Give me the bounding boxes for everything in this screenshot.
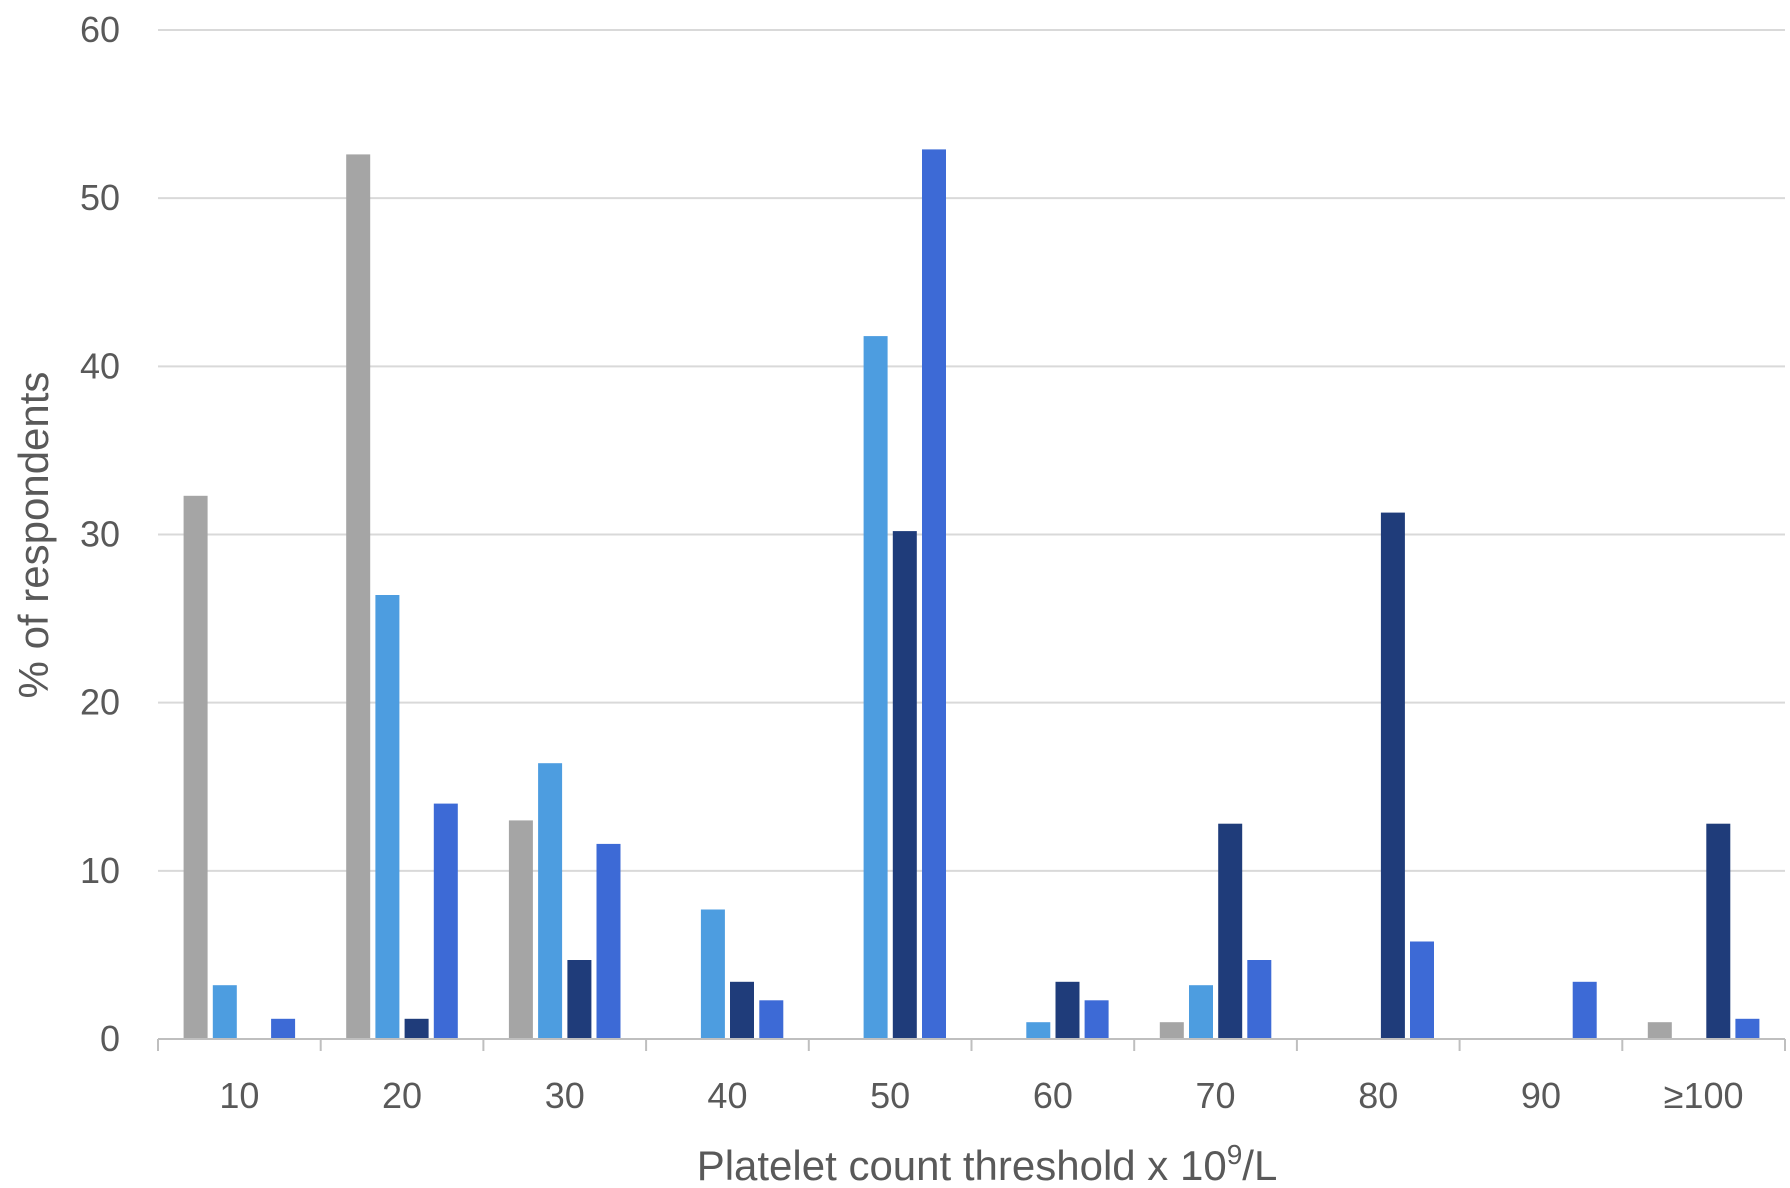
x-tick-label: 90 xyxy=(1521,1075,1561,1116)
bar xyxy=(730,981,754,1039)
bar xyxy=(863,336,888,1040)
x-axis-title-suffix: /L xyxy=(1242,1142,1277,1188)
x-tick-label: 30 xyxy=(545,1075,585,1116)
y-tick-label: 40 xyxy=(80,345,120,386)
gridlines xyxy=(158,29,1785,872)
x-axis-title-superscript: 9 xyxy=(1227,1139,1243,1170)
bar xyxy=(1410,941,1434,1039)
bar xyxy=(375,595,400,1039)
bar xyxy=(1026,1022,1051,1039)
x-axis-title: Platelet count threshold x 109/L xyxy=(697,1139,1278,1188)
x-tick-label: ≥100 xyxy=(1664,1075,1744,1116)
x-tick-label: 60 xyxy=(1033,1075,1073,1116)
x-tick-label: 70 xyxy=(1196,1075,1236,1116)
bar xyxy=(404,1018,429,1039)
y-tick-label: 10 xyxy=(80,850,120,891)
y-tick-label: 0 xyxy=(100,1018,120,1059)
y-axis-title: % of respondents xyxy=(10,372,57,699)
x-tick-label: 40 xyxy=(707,1075,747,1116)
bar xyxy=(1706,823,1731,1039)
bar xyxy=(212,985,237,1039)
y-axis: 0 10 20 30 40 50 60 xyxy=(80,9,120,1059)
bar xyxy=(1647,1022,1672,1039)
bar xyxy=(1084,1000,1109,1039)
bar xyxy=(1055,981,1080,1039)
bar xyxy=(1159,1022,1184,1039)
y-tick-label: 50 xyxy=(80,177,120,218)
x-axis-title-main: Platelet count threshold x 10 xyxy=(697,1142,1227,1188)
bar xyxy=(508,820,533,1039)
bar xyxy=(567,960,592,1039)
bar xyxy=(1247,960,1272,1039)
bar xyxy=(596,843,621,1039)
bar xyxy=(700,909,725,1039)
bar xyxy=(538,763,563,1039)
bar xyxy=(346,154,371,1039)
bar xyxy=(271,1018,296,1039)
bar xyxy=(1735,1018,1760,1039)
bar xyxy=(183,495,208,1039)
bar xyxy=(433,803,458,1039)
bar xyxy=(1572,981,1597,1039)
bar xyxy=(759,1000,784,1039)
bars xyxy=(183,149,1760,1040)
y-tick-label: 20 xyxy=(80,682,120,723)
bar xyxy=(892,531,917,1039)
y-tick-label: 30 xyxy=(80,514,120,555)
x-tick-label: 80 xyxy=(1358,1075,1398,1116)
bar xyxy=(1218,823,1243,1039)
x-tick-label: 20 xyxy=(382,1075,422,1116)
bar xyxy=(922,149,946,1039)
y-tick-label: 60 xyxy=(80,9,120,50)
x-axis: 10 20 30 40 50 60 70 80 90 ≥100 xyxy=(157,1038,1786,1116)
x-tick-label: 50 xyxy=(870,1075,910,1116)
bar xyxy=(1380,512,1405,1039)
bar xyxy=(1189,985,1213,1039)
x-tick-label: 10 xyxy=(219,1075,259,1116)
